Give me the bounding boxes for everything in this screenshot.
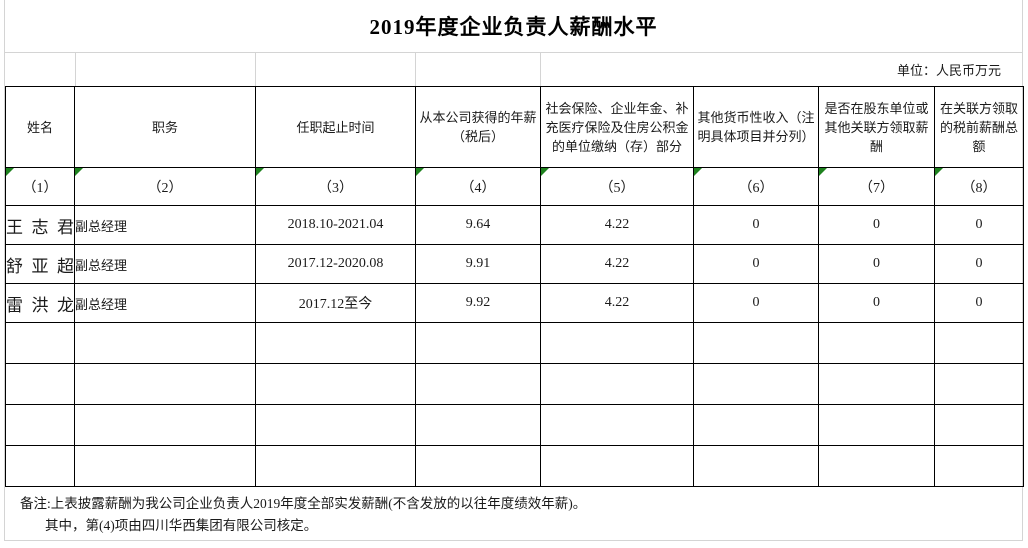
empty-row (5, 363, 1024, 405)
header-row: 姓名 职务 任职起止时间 从本公司获得的年薪（税后） 社会保险、企业年金、补充医… (5, 86, 1024, 168)
unit-note: 单位：人民币万元 (896, 63, 1001, 78)
cell-related-party-total: 0 (934, 283, 1024, 323)
error-indicator-icon (416, 168, 424, 176)
cell-salary: 9.91 (415, 244, 541, 284)
cell-salary: 9.92 (415, 283, 541, 323)
cell-insurance: 4.22 (540, 244, 694, 284)
column-code: （2） (147, 180, 183, 196)
cell-insurance: 4.22 (540, 205, 694, 245)
column-header-name: 姓名 (5, 86, 75, 168)
column-code-cell: （7） (818, 167, 935, 206)
column-code-cell: （5） (540, 167, 694, 206)
error-indicator-icon (819, 168, 827, 176)
column-code-cell: （3） (255, 167, 416, 206)
column-code-cell: （4） (415, 167, 541, 206)
cell-salary: 9.64 (415, 205, 541, 245)
cell-position: 副总经理 (74, 205, 256, 245)
empty-row (5, 445, 1024, 487)
column-code-cell: （8） (934, 167, 1024, 206)
column-code-cell: （2） (74, 167, 256, 206)
cell-insurance: 4.22 (540, 283, 694, 323)
cell-other-income: 0 (693, 244, 819, 284)
column-code: （7） (859, 180, 894, 196)
cell-other-income: 0 (693, 205, 819, 245)
error-indicator-icon (256, 168, 264, 176)
cell-other-income: 0 (693, 283, 819, 323)
error-indicator-icon (935, 168, 943, 176)
column-code: （6） (738, 180, 774, 196)
column-code: （5） (599, 180, 635, 196)
page-title: 2019年度企业负责人薪酬水平 (369, 15, 658, 39)
cell-position: 副总经理 (74, 283, 256, 323)
column-code: （3） (318, 180, 353, 196)
cell-related-party-total: 0 (934, 244, 1024, 284)
sheet-gridline-left (4, 0, 5, 540)
empty-row (5, 322, 1024, 364)
sheet-gridline-unit-row (540, 52, 541, 87)
cell-name: 舒亚超 (5, 244, 75, 284)
empty-row (5, 404, 1024, 446)
code-row: （1） （2） （3） （4） （5） （6） （7） （8） (5, 167, 1024, 206)
column-header-shareholder-pay: 是否在股东单位或其他关联方领取薪酬 (818, 86, 935, 168)
cell-name: 雷洪龙 (5, 283, 75, 323)
cell-shareholder-pay: 0 (818, 283, 935, 323)
column-header-position: 职务 (74, 86, 256, 168)
table-row: 雷洪龙 副总经理 2017.12至今 9.92 4.22 0 0 0 (5, 283, 1024, 323)
error-indicator-icon (694, 168, 702, 176)
error-indicator-icon (6, 168, 14, 176)
column-header-other-income: 其他货币性收入（注明具体项目并分列） (693, 86, 819, 168)
cell-term: 2017.12至今 (255, 283, 416, 323)
column-code: （4） (460, 180, 496, 196)
column-code: （1） (22, 180, 58, 196)
footnote-line-1: 备注:上表披露薪酬为我公司企业负责人2019年度全部实发薪酬(不含发放的以往年度… (20, 496, 587, 511)
column-header-salary: 从本公司获得的年薪（税后） (415, 86, 541, 168)
sheet-gridline-under-title (4, 52, 1023, 53)
sheet-gridline-unit-row (75, 52, 76, 87)
footnote-line-2: 其中，第(4)项由四川华西集团有限公司核定。 (45, 518, 318, 533)
column-header-related-party-total: 在关联方领取的税前薪酬总额 (934, 86, 1024, 168)
sheet-gridline-unit-row (255, 52, 256, 87)
cell-shareholder-pay: 0 (818, 205, 935, 245)
column-header-insurance: 社会保险、企业年金、补充医疗保险及住房公积金的单位缴纳（存）部分 (540, 86, 694, 168)
table-row: 舒亚超 副总经理 2017.12-2020.08 9.91 4.22 0 0 0 (5, 244, 1024, 284)
salary-table: 姓名 职务 任职起止时间 从本公司获得的年薪（税后） 社会保险、企业年金、补充医… (5, 86, 1024, 487)
sheet-gridline-bottom (4, 540, 1023, 541)
cell-term: 2018.10-2021.04 (255, 205, 416, 245)
footnote: 备注:上表披露薪酬为我公司企业负责人2019年度全部实发薪酬(不含发放的以往年度… (4, 487, 1023, 540)
error-indicator-icon (541, 168, 549, 176)
cell-related-party-total: 0 (934, 205, 1024, 245)
column-code: （8） (961, 180, 997, 196)
cell-position: 副总经理 (74, 244, 256, 284)
table-row: 王志君 副总经理 2018.10-2021.04 9.64 4.22 0 0 0 (5, 205, 1024, 245)
column-code-cell: （6） (693, 167, 819, 206)
cell-name: 王志君 (5, 205, 75, 245)
error-indicator-icon (75, 168, 83, 176)
cell-term: 2017.12-2020.08 (255, 244, 416, 284)
sheet-gridline-unit-row (415, 52, 416, 87)
cell-shareholder-pay: 0 (818, 244, 935, 284)
column-code-cell: （1） (5, 167, 75, 206)
column-header-term: 任职起止时间 (255, 86, 416, 168)
